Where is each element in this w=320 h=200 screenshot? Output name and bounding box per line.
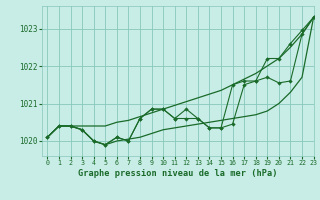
X-axis label: Graphe pression niveau de la mer (hPa): Graphe pression niveau de la mer (hPa) [78, 169, 277, 178]
